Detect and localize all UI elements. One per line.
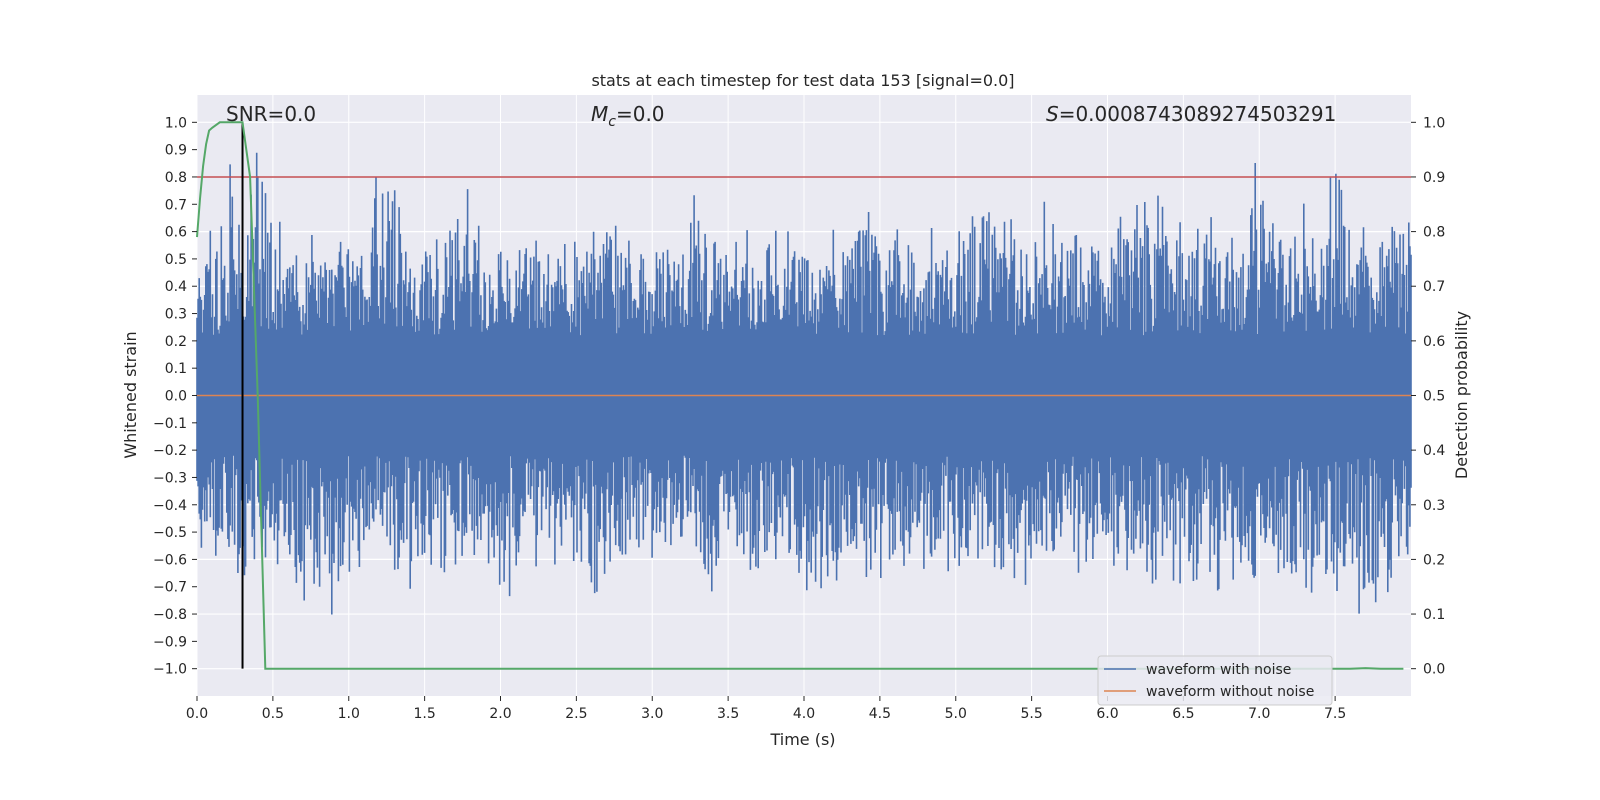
right-tick-label: 0.4 — [1423, 443, 1445, 459]
chirp-mass-symbol: M — [591, 102, 608, 126]
x-tick-label: 3.5 — [717, 706, 739, 722]
snr-prefix: SNR= — [226, 102, 284, 126]
x-axis-ticks: 0.0 0.5 1.0 1.5 2.0 2.5 3.0 3.5 4.0 4.5 5.0 5.5 6.0 6… — [186, 696, 1346, 722]
right-tick-label: 0.7 — [1423, 279, 1445, 295]
right-axis-ticks: 0.0 0.1 0.2 0.3 0.4 0.5 0.6 0.7 0.8 0.9 1.0 — [1411, 115, 1445, 678]
left-tick-label: −0.4 — [153, 498, 187, 514]
left-tick-label: −0.7 — [153, 580, 187, 596]
x-tick-label: 2.5 — [565, 706, 587, 722]
snr-value: 0.0 — [284, 102, 316, 126]
right-axis-label: Detection probability — [1452, 311, 1471, 479]
x-tick-label: 5.0 — [945, 706, 967, 722]
x-tick-label: 7.5 — [1324, 706, 1346, 722]
left-tick-label: 0.0 — [165, 389, 187, 405]
left-tick-label: −0.1 — [153, 416, 187, 432]
right-tick-label: 0.1 — [1423, 607, 1445, 623]
right-tick-label: 0.8 — [1423, 225, 1445, 241]
x-tick-label: 2.0 — [489, 706, 511, 722]
right-tick-label: 0.0 — [1423, 662, 1445, 678]
chirp-mass-subscript: c — [608, 114, 616, 130]
left-tick-label: 0.8 — [165, 170, 187, 186]
x-tick-label: 6.0 — [1096, 706, 1118, 722]
snr-annotation: SNR=0.0 — [226, 102, 316, 126]
x-tick-label: 1.5 — [413, 706, 435, 722]
score-annotation: S=0.0008743089274503291 — [1046, 102, 1336, 126]
x-tick-label: 3.0 — [641, 706, 663, 722]
left-tick-label: −0.9 — [153, 634, 187, 650]
legend-label-clean: waveform without noise — [1146, 684, 1314, 700]
right-tick-label: 0.6 — [1423, 334, 1445, 350]
score-value: =0.0008743089274503291 — [1059, 102, 1337, 126]
left-tick-label: −0.8 — [153, 607, 187, 623]
left-tick-label: −0.5 — [153, 525, 187, 541]
chirp-mass-annotation: Mc=0.0 — [591, 102, 665, 130]
left-tick-label: 0.9 — [165, 143, 187, 159]
right-tick-label: 0.9 — [1423, 170, 1445, 186]
x-tick-label: 6.5 — [1172, 706, 1194, 722]
left-tick-label: −1.0 — [153, 662, 187, 678]
left-tick-label: 0.2 — [165, 334, 187, 350]
chirp-mass-value: =0.0 — [616, 102, 665, 126]
chart-title: stats at each timestep for test data 153… — [591, 71, 1014, 90]
legend-box — [1097, 655, 1333, 706]
right-tick-label: 0.3 — [1423, 498, 1445, 514]
left-axis-label: Whitened strain — [121, 331, 140, 458]
left-tick-label: 0.7 — [165, 197, 187, 213]
left-tick-label: −0.3 — [153, 470, 187, 486]
left-tick-label: 0.1 — [165, 361, 187, 377]
left-tick-label: 1.0 — [165, 115, 187, 131]
score-symbol: S — [1046, 102, 1059, 126]
right-tick-label: 0.2 — [1423, 552, 1445, 568]
legend: waveform with noise waveform without noi… — [1097, 655, 1333, 706]
x-tick-label: 0.0 — [186, 706, 208, 722]
x-tick-label: 0.5 — [262, 706, 284, 722]
left-tick-label: 0.3 — [165, 307, 187, 323]
x-tick-label: 4.5 — [869, 706, 891, 722]
x-tick-label: 1.0 — [338, 706, 360, 722]
x-axis-label: Time (s) — [769, 730, 835, 749]
left-tick-label: 0.5 — [165, 252, 187, 268]
left-tick-label: −0.6 — [153, 552, 187, 568]
left-tick-label: 0.4 — [165, 279, 187, 295]
left-tick-label: −0.2 — [153, 443, 187, 459]
left-tick-label: 0.6 — [165, 225, 187, 241]
right-tick-label: 1.0 — [1423, 115, 1445, 131]
right-tick-label: 0.5 — [1423, 389, 1445, 405]
legend-label-noisy: waveform with noise — [1146, 662, 1291, 678]
x-tick-label: 7.0 — [1248, 706, 1270, 722]
left-axis-ticks: −1.0 −0.9 −0.8 −0.7 −0.6 −0.5 −0.4 −0.3 −0.2 −0.1… — [153, 115, 197, 678]
x-tick-label: 4.0 — [793, 706, 815, 722]
x-tick-label: 5.5 — [1020, 706, 1042, 722]
